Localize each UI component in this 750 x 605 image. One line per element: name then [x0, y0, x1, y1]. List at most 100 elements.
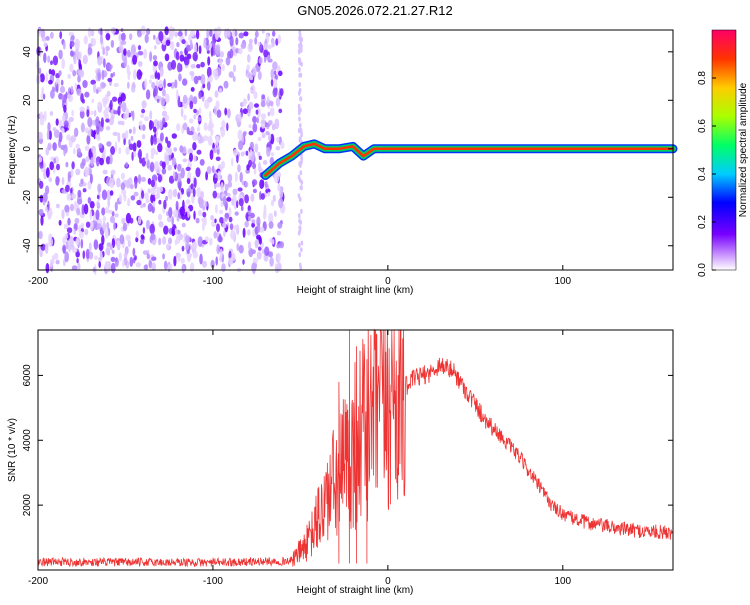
noise-blob — [55, 259, 60, 265]
noise-blob — [230, 229, 236, 240]
noise-blob — [176, 123, 181, 132]
colorbar: 0.0 0.2 0.4 0.6 0.8 Normalized spectral ampl… — [697, 29, 749, 277]
noise-blob — [102, 215, 107, 223]
noise-stripe-blob — [299, 185, 303, 191]
noise-blob — [183, 56, 190, 66]
noise-blob — [265, 131, 270, 136]
noise-blob — [179, 145, 184, 153]
noise-blob — [97, 101, 102, 108]
noise-blob — [261, 179, 265, 188]
noise-blob — [183, 114, 187, 121]
noise-blob — [248, 124, 252, 129]
noise-blob — [158, 119, 163, 130]
noise-blob — [150, 232, 156, 241]
noise-blob — [190, 64, 196, 69]
noise-blob — [69, 63, 74, 73]
noise-blob — [43, 52, 47, 64]
noise-blob — [90, 156, 94, 167]
noise-blob — [149, 51, 153, 62]
noise-blob — [162, 253, 166, 260]
noise-blob — [219, 58, 222, 68]
noise-blob — [105, 50, 109, 57]
noise-blob — [67, 73, 72, 80]
noise-blob — [216, 223, 220, 232]
spectrogram-y-label: Frequency (Hz) — [7, 116, 18, 185]
snr-frame — [37, 329, 674, 571]
noise-blob — [145, 152, 149, 159]
noise-blob — [278, 70, 283, 77]
noise-blob — [207, 80, 211, 91]
noise-blob — [236, 154, 239, 164]
noise-blob — [60, 144, 66, 151]
noise-blob — [48, 68, 52, 75]
noise-blob — [238, 48, 243, 55]
noise-blob — [254, 37, 258, 45]
noise-blob — [197, 75, 202, 81]
noise-blob — [52, 142, 57, 151]
noise-blob — [68, 116, 74, 123]
noise-blob — [172, 170, 176, 180]
noise-blob — [65, 240, 69, 250]
noise-stripe-blob — [300, 43, 303, 49]
noise-blob — [272, 61, 278, 71]
noise-blob — [177, 31, 183, 37]
noise-blob — [228, 216, 233, 223]
noise-blob — [48, 130, 52, 140]
noise-blob — [122, 222, 128, 232]
noise-blob — [111, 114, 115, 120]
noise-blob — [256, 117, 260, 124]
noise-blob — [120, 40, 127, 46]
x-tick-label: -200 — [28, 576, 48, 587]
noise-blob — [257, 222, 261, 233]
noise-blob — [216, 148, 220, 155]
noise-blob — [156, 72, 161, 80]
noise-blob — [49, 111, 54, 116]
noise-blob — [151, 262, 156, 272]
noise-blob — [244, 181, 249, 188]
noise-blob — [163, 199, 167, 210]
noise-blob — [233, 149, 238, 156]
noise-blob — [131, 151, 134, 161]
noise-blob — [81, 98, 85, 104]
noise-blob — [118, 35, 121, 41]
noise-blob — [78, 231, 84, 239]
noise-blob — [264, 181, 268, 188]
noise-blob — [249, 141, 254, 150]
noise-blob — [176, 89, 179, 101]
noise-blob — [188, 130, 194, 136]
noise-blob — [202, 211, 207, 218]
snr-x-label: Height of straight line (km) — [297, 585, 414, 596]
noise-blob — [165, 93, 170, 104]
noise-blob — [227, 29, 231, 38]
noise-blob — [118, 44, 124, 54]
noise-blob — [267, 120, 273, 126]
noise-blob — [234, 211, 239, 216]
y-tick-label: -20 — [22, 190, 33, 205]
noise-blob — [110, 73, 114, 78]
noise-blob — [223, 217, 228, 222]
y-tick-label: 2000 — [22, 494, 33, 517]
noise-blob — [270, 199, 275, 207]
noise-blob — [117, 120, 123, 126]
noise-blob — [97, 56, 103, 66]
noise-blob — [127, 73, 131, 81]
noise-blob — [45, 36, 50, 41]
noise-blob — [63, 120, 69, 128]
noise-blob — [253, 168, 257, 175]
noise-blob — [136, 30, 143, 38]
noise-blob — [225, 56, 231, 66]
noise-stripe-blob — [299, 127, 303, 133]
noise-blob — [119, 234, 125, 245]
noise-blob — [209, 117, 213, 128]
noise-blob — [94, 255, 98, 260]
noise-blob — [243, 31, 249, 37]
noise-blob — [85, 156, 90, 163]
noise-blob — [215, 135, 221, 143]
noise-blob — [99, 34, 104, 45]
noise-blob — [260, 100, 266, 108]
noise-blob — [186, 251, 192, 263]
noise-blob — [279, 188, 284, 199]
noise-blob — [130, 135, 134, 141]
noise-blob — [71, 109, 74, 117]
noise-stripe-blob — [299, 162, 302, 168]
